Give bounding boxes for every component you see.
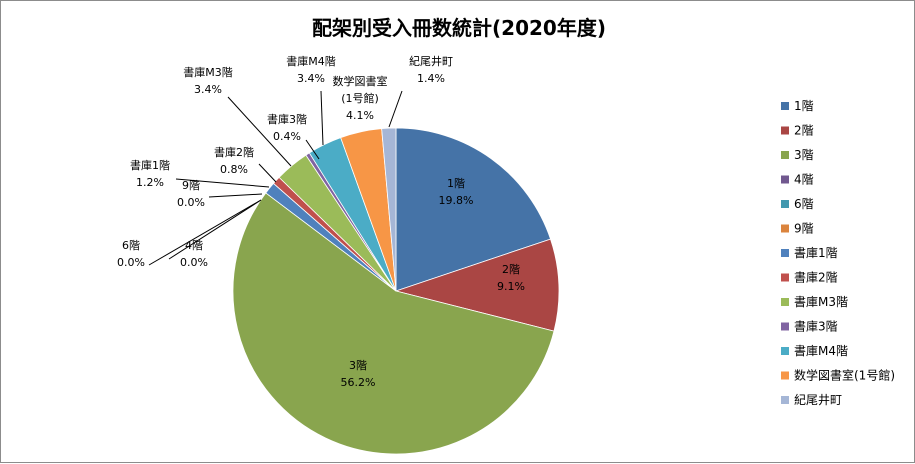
leader-lines xyxy=(148,90,403,266)
pie-slice xyxy=(395,127,552,292)
leader-line xyxy=(388,90,403,128)
legend-swatch xyxy=(781,200,789,208)
legend-label: 9階 xyxy=(794,221,814,236)
legend-label: 1階 xyxy=(794,98,814,113)
legend-label: 書庫3階 xyxy=(794,319,838,334)
legend: 1階 2階 3階 4階 6階 9階書庫1階書庫2階書庫M3階書庫3階書庫M4階数学図書室(… xyxy=(781,98,895,407)
leader-line xyxy=(305,139,320,160)
legend-label: 書庫2階 xyxy=(794,270,838,285)
leader-line xyxy=(320,90,324,146)
legend-swatch xyxy=(781,126,789,135)
leader-line xyxy=(258,163,277,183)
data-label: 書庫M3階 3.4% xyxy=(183,65,233,96)
data-label: 書庫3階 0.4% xyxy=(267,112,307,143)
legend-label: 紀尾井町 xyxy=(794,393,842,407)
leader-line xyxy=(208,193,263,198)
legend-swatch xyxy=(781,396,789,404)
data-label: 2階 9.1% xyxy=(497,262,525,293)
legend-swatch xyxy=(781,224,789,233)
data-label: 書庫2階 0.8% xyxy=(214,145,254,176)
leader-line xyxy=(168,199,262,260)
pie-slice xyxy=(381,127,397,292)
legend-label: 3階 xyxy=(794,147,814,162)
legend-label: 2階 xyxy=(794,123,814,138)
data-labels: 1階 19.8%2階 9.1%3階 56.2%4階 0.0%6階 0.0%9階 0.0%書庫… xyxy=(117,54,525,389)
legend-label: 4階 xyxy=(794,172,814,187)
data-label: 数学図書室(1号館) 4.1% xyxy=(333,74,388,122)
pie-slice xyxy=(394,238,560,332)
legend-swatch xyxy=(781,298,789,306)
data-label: 3階 56.2% xyxy=(341,358,376,389)
legend-label: 書庫M4階 xyxy=(794,343,848,358)
leader-line xyxy=(227,96,292,167)
pie-slices xyxy=(232,127,560,455)
data-label: 9階 0.0% xyxy=(177,178,205,209)
data-label: 紀尾井町 1.4% xyxy=(409,54,453,85)
legend-swatch xyxy=(781,371,789,380)
legend-label: 6階 xyxy=(794,196,814,211)
leader-line xyxy=(148,199,262,266)
legend-swatch xyxy=(781,151,789,159)
legend-label: 書庫1階 xyxy=(794,245,838,260)
pie-slice xyxy=(232,192,555,455)
legend-label: 数学図書室(1号館) xyxy=(794,368,895,383)
legend-swatch xyxy=(781,249,789,257)
legend-swatch xyxy=(781,102,789,110)
legend-swatch xyxy=(781,175,789,184)
legend-swatch xyxy=(781,347,789,355)
data-label: 1階 19.8% xyxy=(439,176,474,207)
data-label: 書庫M4階 3.4% xyxy=(286,54,336,85)
data-label: 4階 0.0% xyxy=(180,238,208,269)
data-label: 書庫1階 1.2% xyxy=(130,158,170,189)
legend-swatch xyxy=(781,273,789,282)
legend-label: 書庫M3階 xyxy=(794,294,848,309)
chart-title: 配架別受入冊数統計(2020年度) xyxy=(312,16,606,40)
leader-line xyxy=(175,178,270,188)
legend-swatch xyxy=(781,322,789,331)
data-label: 6階 0.0% xyxy=(117,238,145,269)
